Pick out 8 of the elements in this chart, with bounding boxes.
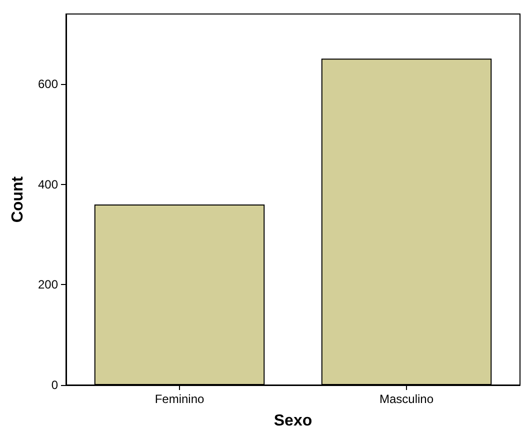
y-tick-label: 0 <box>51 378 58 392</box>
x-tick-label: Feminino <box>154 392 204 406</box>
y-tick-label: 600 <box>38 77 58 92</box>
y-tick-label: 400 <box>38 177 58 192</box>
x-axis-title: Sexo <box>274 412 312 430</box>
x-tick-label: Masculino <box>379 392 434 406</box>
y-axis-title: Count <box>10 176 26 223</box>
y-tick-label: 200 <box>38 278 58 292</box>
